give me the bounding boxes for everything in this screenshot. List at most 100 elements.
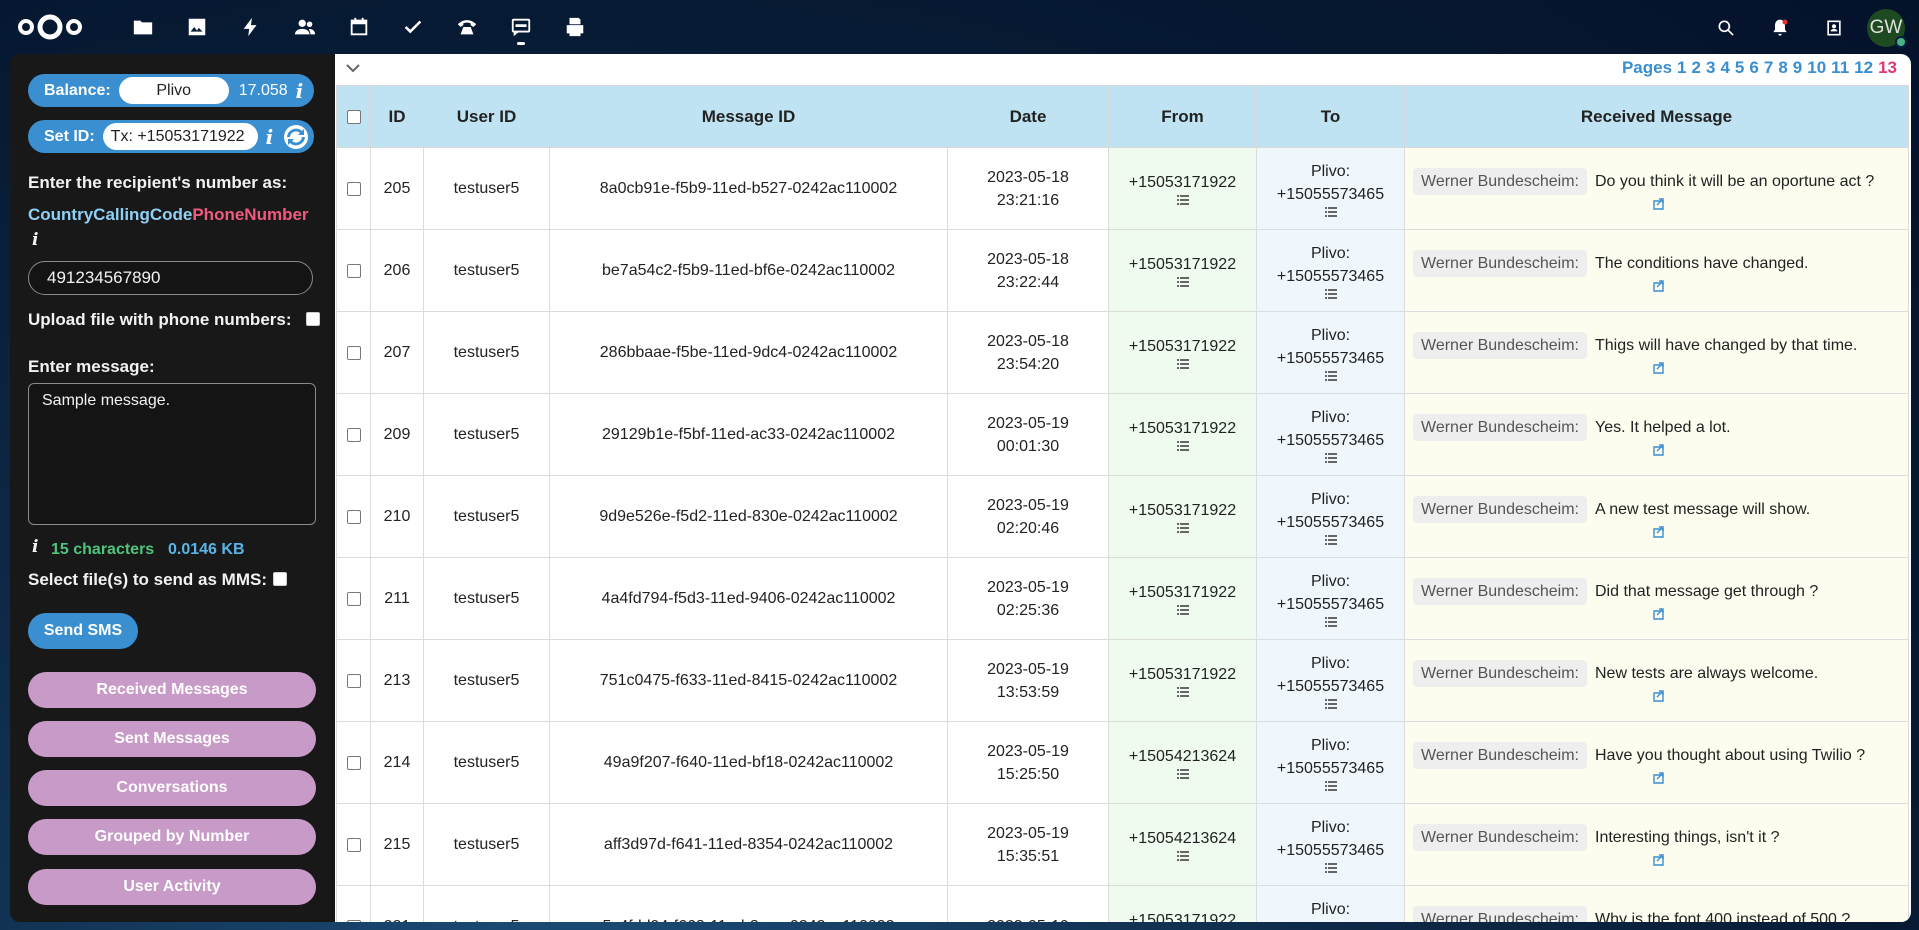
chevron-down-icon[interactable] bbox=[345, 60, 361, 76]
upload-checkbox[interactable] bbox=[306, 312, 320, 326]
reply-icon[interactable] bbox=[1653, 771, 1668, 784]
details-list-icon[interactable] bbox=[1324, 534, 1337, 546]
phone-icon[interactable] bbox=[440, 9, 494, 45]
row-checkbox[interactable] bbox=[346, 673, 361, 688]
tasks-icon[interactable] bbox=[386, 9, 440, 45]
table-row[interactable]: 213 testuser5 751c0475-f633-11ed-8415-0242… bbox=[336, 639, 1909, 722]
column-header-id[interactable]: ID bbox=[370, 85, 424, 148]
set-id-info-icon[interactable]: i bbox=[265, 124, 274, 149]
row-checkbox[interactable] bbox=[346, 345, 361, 360]
reply-icon[interactable] bbox=[1653, 689, 1668, 702]
details-list-icon[interactable] bbox=[1176, 686, 1189, 698]
row-checkbox[interactable] bbox=[346, 919, 361, 922]
reply-icon[interactable] bbox=[1653, 361, 1668, 374]
page-link[interactable]: 10 bbox=[1807, 58, 1827, 77]
column-header-to[interactable]: To bbox=[1256, 85, 1405, 148]
notifications-icon[interactable] bbox=[1753, 10, 1807, 46]
avatar[interactable]: GW bbox=[1867, 9, 1907, 48]
column-header-from[interactable]: From bbox=[1108, 85, 1257, 148]
mms-checkbox[interactable] bbox=[273, 572, 287, 586]
page-link[interactable]: 3 bbox=[1705, 58, 1716, 77]
details-list-icon[interactable] bbox=[1176, 358, 1189, 370]
details-list-icon[interactable] bbox=[1176, 850, 1189, 862]
row-checkbox[interactable] bbox=[346, 837, 361, 852]
page-link[interactable]: 4 bbox=[1720, 58, 1730, 77]
nextcloud-logo-icon[interactable] bbox=[16, 10, 84, 44]
page-link[interactable]: 12 bbox=[1854, 58, 1874, 77]
page-link[interactable]: 9 bbox=[1792, 58, 1803, 77]
details-list-icon[interactable] bbox=[1176, 440, 1189, 452]
select-all-checkbox[interactable] bbox=[346, 110, 361, 125]
contacts-icon[interactable] bbox=[278, 9, 332, 45]
user-activity-button[interactable]: User Activity bbox=[28, 869, 316, 905]
table-row[interactable]: 206 testuser5 be7a54c2-f5b9-11ed-bf6e-0242… bbox=[336, 229, 1909, 312]
activity-icon[interactable] bbox=[224, 9, 278, 45]
page-link[interactable]: 5 bbox=[1734, 58, 1745, 77]
table-row[interactable]: 207 testuser5 286bbaae-f5be-11ed-9dc4-0242… bbox=[336, 311, 1909, 394]
details-list-icon[interactable] bbox=[1176, 768, 1189, 780]
details-list-icon[interactable] bbox=[1324, 206, 1337, 218]
set-id-value[interactable]: Tx: +15053171922 bbox=[102, 123, 258, 150]
table-row[interactable]: 209 testuser5 29129b1e-f5bf-11ed-ac33-0242… bbox=[336, 393, 1909, 476]
details-list-icon[interactable] bbox=[1324, 452, 1337, 464]
reply-icon[interactable] bbox=[1653, 607, 1668, 620]
reply-icon[interactable] bbox=[1653, 197, 1668, 210]
fax-icon[interactable] bbox=[548, 9, 602, 45]
page-link[interactable]: 1 bbox=[1677, 58, 1687, 77]
row-checkbox[interactable] bbox=[346, 755, 361, 770]
search-icon[interactable] bbox=[1699, 10, 1753, 46]
grouped-by-number-button[interactable]: Grouped by Number bbox=[28, 819, 316, 855]
details-list-icon[interactable] bbox=[1176, 194, 1189, 206]
column-header-received-message[interactable]: Received Message bbox=[1404, 85, 1909, 148]
details-list-icon[interactable] bbox=[1324, 370, 1337, 382]
page-link[interactable]: 7 bbox=[1763, 58, 1774, 77]
recipient-input[interactable]: 491234567890 bbox=[28, 261, 313, 295]
table-row[interactable]: 214 testuser5 49a9f207-f640-11ed-bf18-0242… bbox=[336, 721, 1909, 804]
page-link[interactable]: 6 bbox=[1749, 58, 1759, 77]
row-checkbox[interactable] bbox=[346, 591, 361, 606]
reply-icon[interactable] bbox=[1653, 853, 1668, 866]
row-checkbox[interactable] bbox=[346, 509, 361, 524]
page-link[interactable]: 11 bbox=[1831, 58, 1850, 77]
balance-info-icon[interactable]: i bbox=[295, 78, 304, 103]
table-row[interactable]: 205 testuser5 8a0cb91e-f5b9-11ed-b527-0242… bbox=[336, 147, 1909, 230]
details-list-icon[interactable] bbox=[1176, 276, 1189, 288]
details-list-icon[interactable] bbox=[1324, 616, 1337, 628]
refresh-icon[interactable] bbox=[283, 124, 309, 150]
table-row[interactable]: 210 testuser5 9d9e526e-f5d2-11ed-830e-0242… bbox=[336, 475, 1909, 558]
page-link[interactable]: 8 bbox=[1778, 58, 1788, 77]
current-page[interactable]: 13 bbox=[1878, 58, 1897, 77]
contacts-menu-icon[interactable] bbox=[1807, 10, 1861, 46]
page-link[interactable]: 2 bbox=[1691, 58, 1701, 77]
received-messages-button[interactable]: Received Messages bbox=[28, 672, 316, 708]
recipient-info-icon[interactable]: i bbox=[32, 230, 39, 250]
photos-icon[interactable] bbox=[170, 9, 224, 45]
message-textarea[interactable]: Sample message. bbox=[28, 383, 316, 525]
sms-icon[interactable] bbox=[494, 9, 548, 45]
send-sms-button[interactable]: Send SMS bbox=[28, 613, 138, 649]
reply-icon[interactable] bbox=[1653, 443, 1668, 456]
table-row[interactable]: 215 testuser5 aff3d97d-f641-11ed-8354-0242… bbox=[336, 803, 1909, 886]
column-header-date[interactable]: Date bbox=[947, 85, 1109, 148]
row-checkbox[interactable] bbox=[346, 263, 361, 278]
to-number: +15055573465 bbox=[1276, 431, 1385, 449]
row-checkbox[interactable] bbox=[346, 181, 361, 196]
table-row[interactable]: 221testuser55c4fdd94-f668-11ed-8aec-0242… bbox=[336, 885, 1909, 922]
details-list-icon[interactable] bbox=[1324, 862, 1337, 874]
reply-icon[interactable] bbox=[1653, 279, 1668, 292]
message-info-icon[interactable]: i bbox=[32, 537, 39, 557]
conversations-button[interactable]: Conversations bbox=[28, 770, 316, 806]
table-row[interactable]: 211 testuser5 4a4fd794-f5d3-11ed-9406-0242… bbox=[336, 557, 1909, 640]
calendar-icon[interactable] bbox=[332, 9, 386, 45]
column-header-message-id[interactable]: Message ID bbox=[549, 85, 948, 148]
details-list-icon[interactable] bbox=[1324, 698, 1337, 710]
row-checkbox[interactable] bbox=[346, 427, 361, 442]
details-list-icon[interactable] bbox=[1324, 288, 1337, 300]
details-list-icon[interactable] bbox=[1176, 604, 1189, 616]
column-header-user-id[interactable]: User ID bbox=[423, 85, 550, 148]
sent-messages-button[interactable]: Sent Messages bbox=[28, 721, 316, 757]
files-icon[interactable] bbox=[116, 9, 170, 45]
details-list-icon[interactable] bbox=[1324, 780, 1337, 792]
details-list-icon[interactable] bbox=[1176, 522, 1189, 534]
reply-icon[interactable] bbox=[1653, 525, 1668, 538]
